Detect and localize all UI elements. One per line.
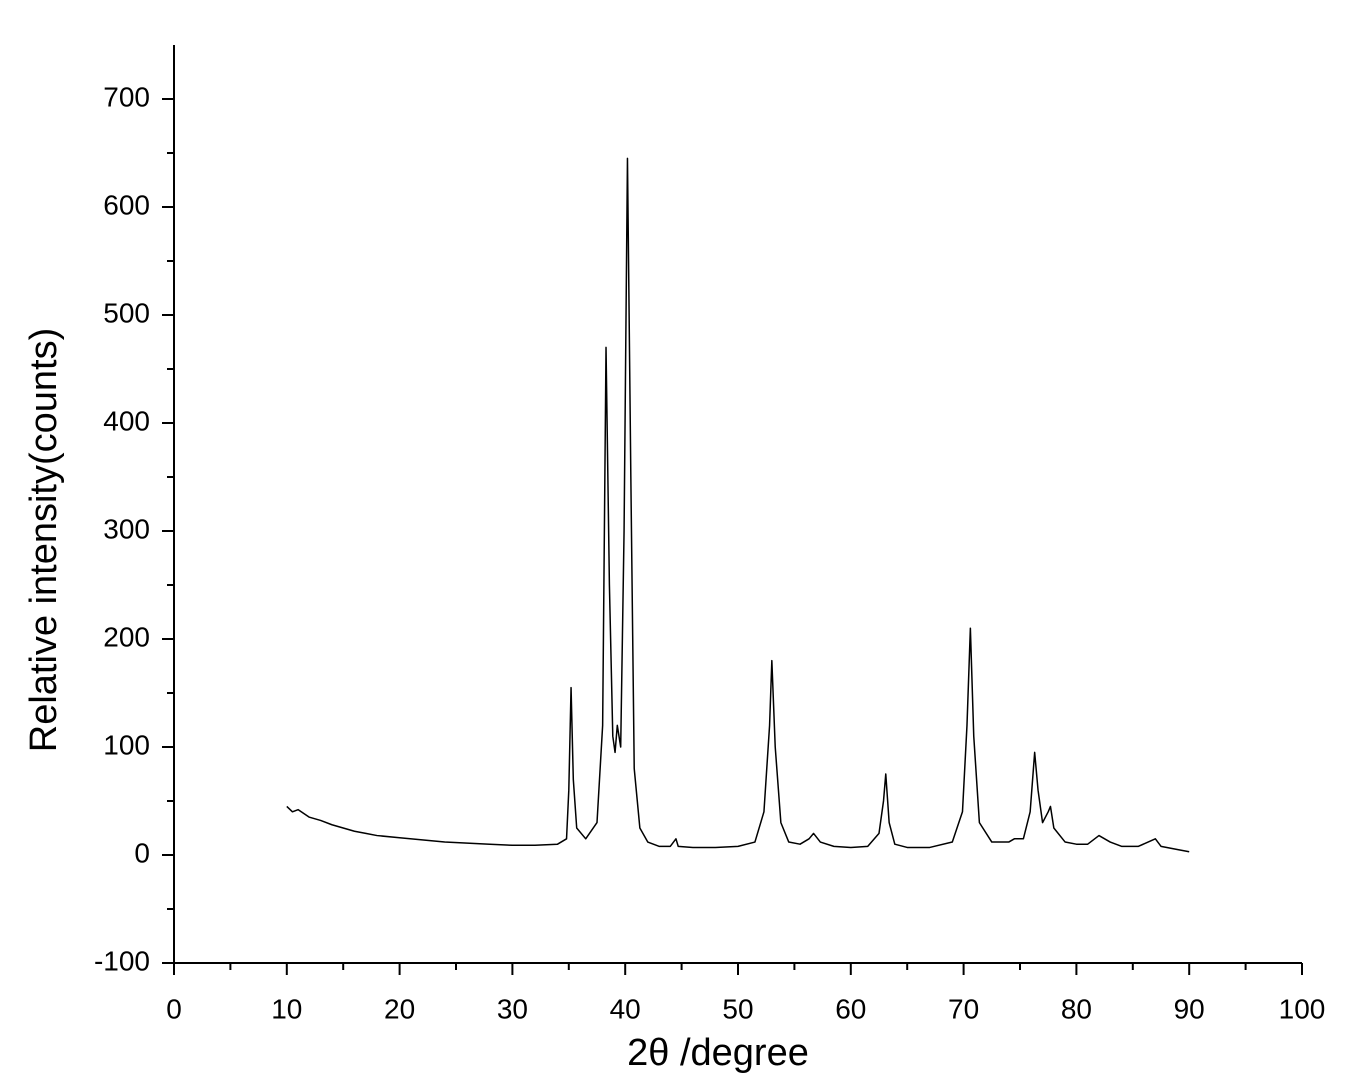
y-tick-label: -100 <box>94 945 150 976</box>
x-tick-label: 60 <box>835 993 866 1024</box>
y-tick-label: 0 <box>134 837 150 868</box>
x-tick-label: 30 <box>497 993 528 1024</box>
y-tick-label: 700 <box>103 81 150 112</box>
y-tick-label: 500 <box>103 297 150 328</box>
x-tick-label: 0 <box>166 993 182 1024</box>
x-tick-label: 10 <box>271 993 302 1024</box>
x-tick-label: 40 <box>610 993 641 1024</box>
x-tick-label: 80 <box>1061 993 1092 1024</box>
y-tick-label: 400 <box>103 405 150 436</box>
x-axis-title: 2θ /degree <box>627 1032 809 1074</box>
y-tick-label: 300 <box>103 513 150 544</box>
x-tick-label: 100 <box>1279 993 1326 1024</box>
x-tick-label: 70 <box>948 993 979 1024</box>
y-axis-title: Relative intensity(counts) <box>23 328 65 753</box>
y-tick-label: 100 <box>103 729 150 760</box>
y-tick-label: 600 <box>103 189 150 220</box>
x-tick-label: 90 <box>1174 993 1205 1024</box>
y-tick-label: 200 <box>103 621 150 652</box>
data-line <box>286 157 1190 853</box>
x-tick-label: 50 <box>722 993 753 1024</box>
x-tick-label: 20 <box>384 993 415 1024</box>
